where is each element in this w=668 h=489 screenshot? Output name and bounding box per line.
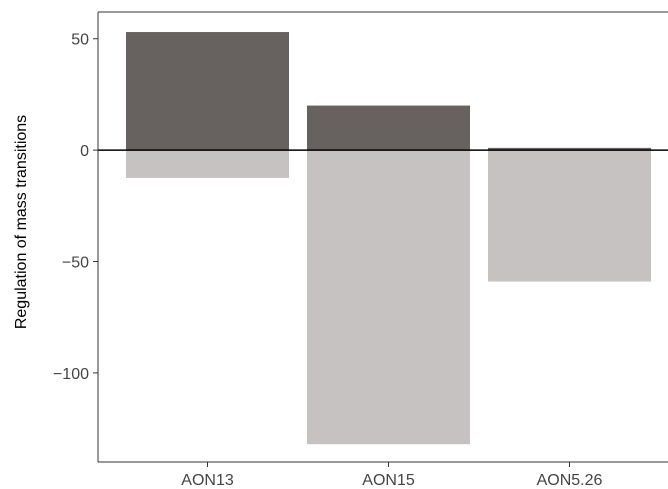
x-tick-label: AON5.26 (537, 472, 603, 489)
bars-layer (126, 32, 651, 445)
x-ticks: AON13 AON15 AON5.26 (181, 462, 603, 489)
bar-series2-aon13 (126, 150, 289, 178)
y-tick-label: 50 (71, 32, 89, 49)
y-tick-label: −50 (62, 255, 89, 272)
bar-series1-aon13 (126, 32, 289, 151)
bar-series2-aon15 (307, 150, 470, 445)
y-axis-title: Regulation of mass transitions (13, 115, 30, 329)
bar-series2-aon5-26 (488, 150, 651, 282)
y-tick-label: 0 (80, 143, 89, 160)
bar-series1-aon15 (307, 105, 470, 151)
x-tick-label: AON15 (362, 472, 415, 489)
y-tick-label: −100 (53, 366, 89, 383)
y-ticks: 50 0 −50 −100 (53, 32, 98, 383)
x-tick-label: AON13 (181, 472, 234, 489)
bar-series1-aon5-26 (488, 147, 651, 151)
